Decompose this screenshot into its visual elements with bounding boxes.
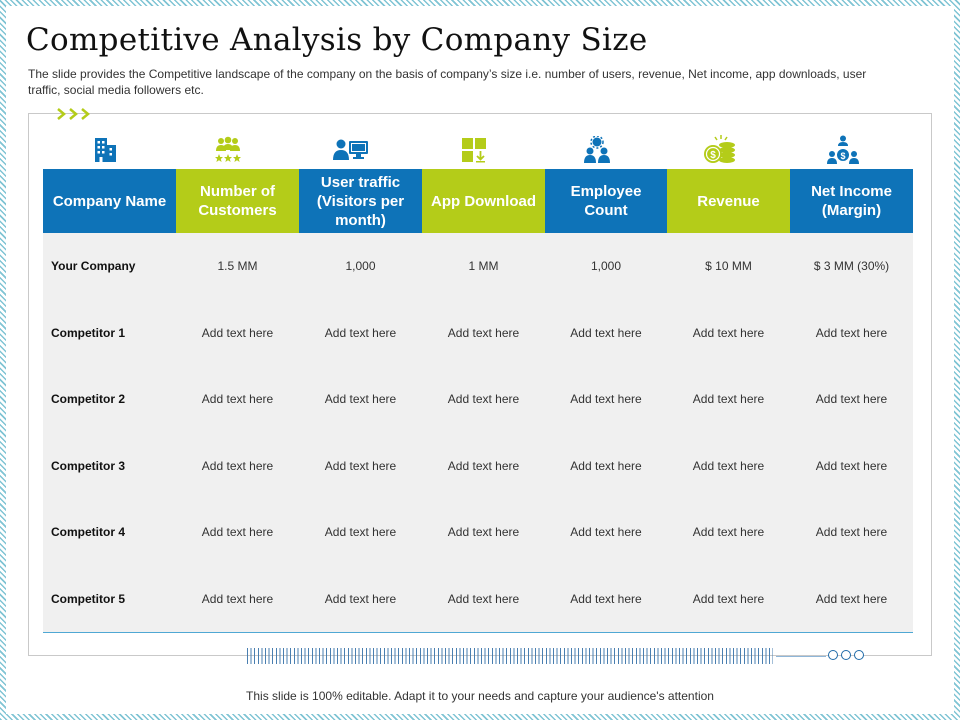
table-cell: 1 MM: [422, 233, 545, 300]
table-cell: Add text here: [790, 565, 913, 633]
table-cell: Add text here: [299, 366, 422, 433]
header-net-income: Net Income (Margin): [790, 169, 913, 233]
table-cell: Add text here: [422, 432, 545, 499]
slide: Competitive Analysis by Company Size The…: [6, 6, 954, 714]
header-company-name: Company Name: [43, 169, 176, 233]
row-label: Competitor 1: [43, 299, 176, 366]
header-app-download: App Download: [422, 169, 545, 233]
table-cell: Add text here: [667, 565, 790, 633]
table-cell: Add text here: [790, 366, 913, 433]
competitive-table: Company Name Number of Customers User tr…: [43, 169, 913, 633]
row-label: Competitor 3: [43, 432, 176, 499]
table-cell: Add text here: [176, 432, 299, 499]
table-row: Competitor 2 Add text here Add text here…: [43, 366, 913, 433]
table-row: Competitor 1 Add text here Add text here…: [43, 299, 913, 366]
header-number-of-customers: Number of Customers: [176, 169, 299, 233]
table-cell: Add text here: [667, 299, 790, 366]
table-row: Competitor 3 Add text here Add text here…: [43, 432, 913, 499]
net-income-people-icon: $: [781, 130, 904, 170]
table-cell: Add text here: [176, 565, 299, 633]
header-employee-count: Employee Count: [545, 169, 667, 233]
table-cell: Add text here: [299, 299, 422, 366]
employee-team-icon: [535, 130, 658, 170]
table-cell: Add text here: [299, 565, 422, 633]
table-cell: Add text here: [422, 565, 545, 633]
table-cell: Add text here: [176, 299, 299, 366]
table-cell: 1,000: [545, 233, 667, 300]
header-icons: $ $: [43, 130, 913, 170]
page-title: Competitive Analysis by Company Size: [26, 22, 648, 58]
table-cell: Add text here: [790, 299, 913, 366]
decorative-line: [776, 656, 826, 657]
table-cell: Add text here: [545, 565, 667, 633]
table-cell: Add text here: [545, 499, 667, 566]
table-cell: Add text here: [790, 432, 913, 499]
table-header-row: Company Name Number of Customers User tr…: [43, 169, 913, 233]
table-cell: Add text here: [667, 366, 790, 433]
table-cell: Add text here: [422, 499, 545, 566]
user-computer-icon: [289, 130, 412, 170]
circle-icon: [854, 650, 864, 660]
table-cell: Add text here: [545, 366, 667, 433]
circle-icon: [841, 650, 851, 660]
table-row: Competitor 4 Add text here Add text here…: [43, 499, 913, 566]
row-label: Competitor 5: [43, 565, 176, 633]
building-icon: [43, 130, 166, 170]
table-cell: Add text here: [545, 432, 667, 499]
circle-icon: [828, 650, 838, 660]
table-cell: $ 10 MM: [667, 233, 790, 300]
customers-group-icon: [166, 130, 289, 170]
table-cell: 1.5 MM: [176, 233, 299, 300]
app-tiles-icon: [412, 130, 535, 170]
header-revenue: Revenue: [667, 169, 790, 233]
table-cell: Add text here: [545, 299, 667, 366]
table-row: Competitor 5 Add text here Add text here…: [43, 565, 913, 633]
table-cell: Add text here: [790, 499, 913, 566]
table-cell: Add text here: [422, 366, 545, 433]
coins-revenue-icon: $: [658, 130, 781, 170]
decorative-dots: [828, 650, 864, 660]
table-row: Your Company 1.5 MM 1,000 1 MM 1,000 $ 1…: [43, 233, 913, 300]
table-cell: 1,000: [299, 233, 422, 300]
footer-note: This slide is 100% editable. Adapt it to…: [246, 689, 714, 703]
row-label: Competitor 4: [43, 499, 176, 566]
chevrons-icon: [57, 108, 90, 120]
table-cell: Add text here: [299, 499, 422, 566]
svg-text:$: $: [840, 151, 845, 161]
row-label: Your Company: [43, 233, 176, 300]
table-cell: Add text here: [667, 499, 790, 566]
table-cell: Add text here: [176, 499, 299, 566]
table-cell: $ 3 MM (30%): [790, 233, 913, 300]
header-user-traffic: User traffic (Visitors per month): [299, 169, 422, 233]
decorative-tick-bar: [247, 648, 773, 664]
table-cell: Add text here: [422, 299, 545, 366]
svg-text:$: $: [710, 150, 716, 161]
row-label: Competitor 2: [43, 366, 176, 433]
table-cell: Add text here: [176, 366, 299, 433]
page-subtitle: The slide provides the Competitive lands…: [28, 67, 867, 97]
table-cell: Add text here: [667, 432, 790, 499]
table-cell: Add text here: [299, 432, 422, 499]
